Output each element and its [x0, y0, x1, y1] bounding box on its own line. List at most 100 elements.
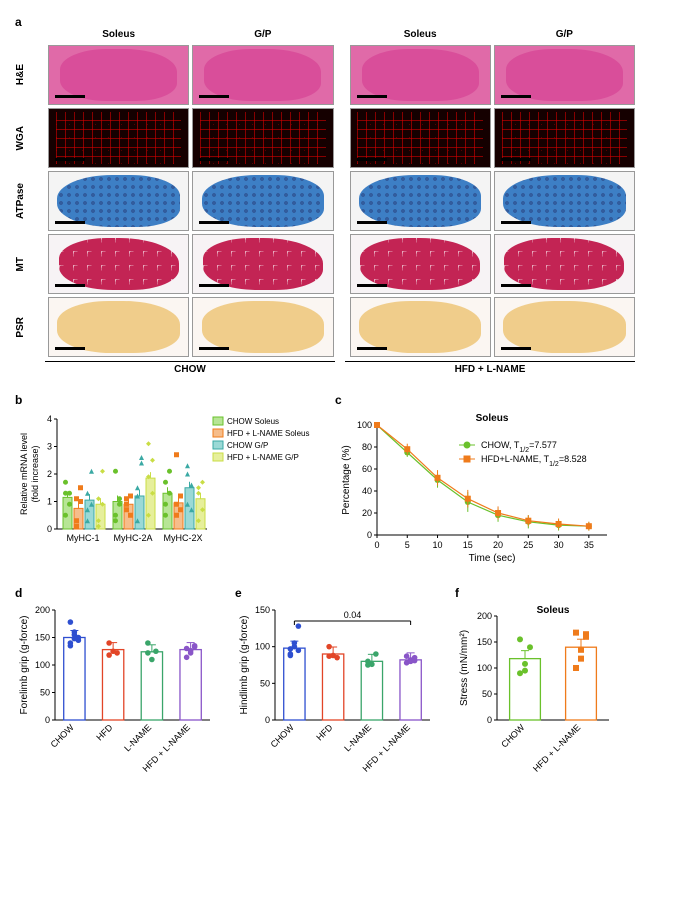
svg-text:0: 0 [367, 530, 372, 540]
svg-text:0: 0 [45, 715, 50, 725]
svg-text:MyHC-2X: MyHC-2X [163, 533, 202, 543]
panel-c: c 02040608010005101520253035Time (sec)Pe… [335, 393, 635, 568]
col-hdr: G/P [494, 29, 635, 42]
panel-b-chart: 0 1 2 3 4 Relative mRNA level(fold increase) M… [15, 407, 315, 557]
svg-text:0: 0 [374, 540, 379, 550]
histology-tile [48, 108, 189, 168]
svg-text:100: 100 [357, 420, 372, 430]
svg-text:10: 10 [433, 540, 443, 550]
histology-tile [350, 45, 491, 105]
histology-tile [350, 171, 491, 231]
svg-text:HFD+L-NAME, T1/2=8.528: HFD+L-NAME, T1/2=8.528 [481, 454, 587, 468]
svg-text:HFD + L-NAME Soleus: HFD + L-NAME Soleus [227, 429, 309, 438]
svg-text:0: 0 [487, 715, 492, 725]
svg-text:80: 80 [362, 442, 372, 452]
histology-tile [350, 234, 491, 294]
svg-text:Hindlimb grip (g-force): Hindlimb grip (g-force) [239, 616, 250, 715]
histology-grid: SoleusG/PSoleusG/PH&EWGAATPaseMTPSR [15, 29, 635, 357]
svg-text:100: 100 [35, 660, 50, 670]
col-hdr: Soleus [350, 29, 491, 42]
svg-text:CHOW Soleus: CHOW Soleus [227, 417, 279, 426]
svg-text:3: 3 [47, 442, 52, 452]
histology-tile [192, 234, 333, 294]
histology-tile [192, 297, 333, 357]
svg-text:100: 100 [255, 642, 270, 652]
svg-text:50: 50 [260, 678, 270, 688]
panel-e-label: e [235, 586, 242, 600]
group-chow: CHOW [45, 361, 335, 375]
svg-text:CHOW: CHOW [49, 722, 77, 750]
histology-tile [192, 108, 333, 168]
row-hdr: MT [15, 257, 45, 271]
panel-b: b 01234Relative mRNA level(fold increase… [15, 393, 315, 568]
svg-text:0: 0 [47, 524, 52, 534]
histology-tile [494, 108, 635, 168]
svg-text:CHOW G/P: CHOW G/P [227, 441, 268, 450]
panel-f-chart: 050100150200Stress (mN/mm²)SoleusCHOWHFD… [455, 600, 625, 785]
row-hdr: ATPase [15, 183, 45, 219]
svg-text:HFD: HFD [94, 722, 115, 743]
histology-tile [48, 171, 189, 231]
panel-d: d 0 50 100 150 200 Forelimb grip (g-force) CHO… [15, 586, 205, 788]
svg-text:HFD: HFD [314, 722, 335, 743]
svg-text:1: 1 [47, 497, 52, 507]
panel-e-chart: 050100150Hindlimb grip (g-force)CHOWHFDL… [235, 600, 435, 785]
panel-d-label: d [15, 586, 22, 600]
svg-text:40: 40 [362, 486, 372, 496]
panel-a-label: a [15, 15, 22, 29]
svg-text:MyHC-2A: MyHC-2A [113, 533, 152, 543]
panel-a-bottom-groups: CHOW HFD + L-NAME [15, 361, 635, 375]
svg-text:150: 150 [35, 633, 50, 643]
svg-text:Percentage (%): Percentage (%) [341, 445, 352, 514]
svg-text:Time (sec): Time (sec) [469, 553, 516, 564]
svg-text:150: 150 [255, 605, 270, 615]
svg-text:Relative mRNA level(fold incre: Relative mRNA level(fold increase) [19, 433, 40, 515]
svg-text:150: 150 [477, 637, 492, 647]
col-hdr: Soleus [48, 29, 189, 42]
histology-tile [48, 45, 189, 105]
panel-d-chart: 0 50 100 150 200 Forelimb grip (g-force) CHOW H… [15, 600, 215, 785]
row-hdr: H&E [15, 64, 45, 85]
histology-tile [350, 108, 491, 168]
svg-text:50: 50 [40, 688, 50, 698]
svg-text:20: 20 [493, 540, 503, 550]
histology-tile [494, 234, 635, 294]
svg-text:HFD + L-NAME: HFD + L-NAME [531, 722, 582, 773]
panel-f: f 050100150200Stress (mN/mm²)SoleusCHOWH… [455, 586, 625, 788]
row-hdr: WGA [15, 126, 45, 150]
col-hdr: G/P [192, 29, 333, 42]
svg-text:35: 35 [584, 540, 594, 550]
svg-text:5: 5 [405, 540, 410, 550]
svg-text:Stress (mN/mm²): Stress (mN/mm²) [459, 630, 470, 706]
svg-text:Forelimb grip (g-force): Forelimb grip (g-force) [19, 616, 30, 715]
svg-text:CHOW, T1/2=7.577: CHOW, T1/2=7.577 [481, 440, 557, 454]
histology-tile [494, 171, 635, 231]
histology-tile [494, 297, 635, 357]
histology-tile [48, 297, 189, 357]
panel-a: a SoleusG/PSoleusG/PH&EWGAATPaseMTPSR CH… [15, 15, 659, 375]
histology-tile [192, 45, 333, 105]
svg-text:CHOW: CHOW [499, 722, 527, 750]
svg-text:200: 200 [35, 605, 50, 615]
svg-text:L-NAME: L-NAME [342, 722, 373, 753]
svg-text:100: 100 [477, 663, 492, 673]
svg-text:HFD + L-NAME G/P: HFD + L-NAME G/P [227, 453, 299, 462]
svg-text:20: 20 [362, 508, 372, 518]
svg-text:CHOW: CHOW [269, 722, 297, 750]
histology-tile [350, 297, 491, 357]
panel-c-label: c [335, 393, 342, 407]
svg-text:Soleus: Soleus [476, 413, 509, 424]
group-hfd-lname: HFD + L-NAME [345, 361, 635, 375]
svg-text:60: 60 [362, 464, 372, 474]
svg-text:200: 200 [477, 611, 492, 621]
svg-text:2: 2 [47, 469, 52, 479]
svg-text:30: 30 [554, 540, 564, 550]
svg-text:4: 4 [47, 414, 52, 424]
svg-text:25: 25 [523, 540, 533, 550]
panel-e: e 050100150Hindlimb grip (g-force)CHOWHF… [235, 586, 425, 788]
panel-c-chart: 02040608010005101520253035Time (sec)Perc… [335, 407, 635, 565]
svg-text:50: 50 [482, 689, 492, 699]
svg-text:0.04: 0.04 [344, 610, 362, 620]
histology-tile [494, 45, 635, 105]
svg-text:L-NAME: L-NAME [122, 722, 153, 753]
